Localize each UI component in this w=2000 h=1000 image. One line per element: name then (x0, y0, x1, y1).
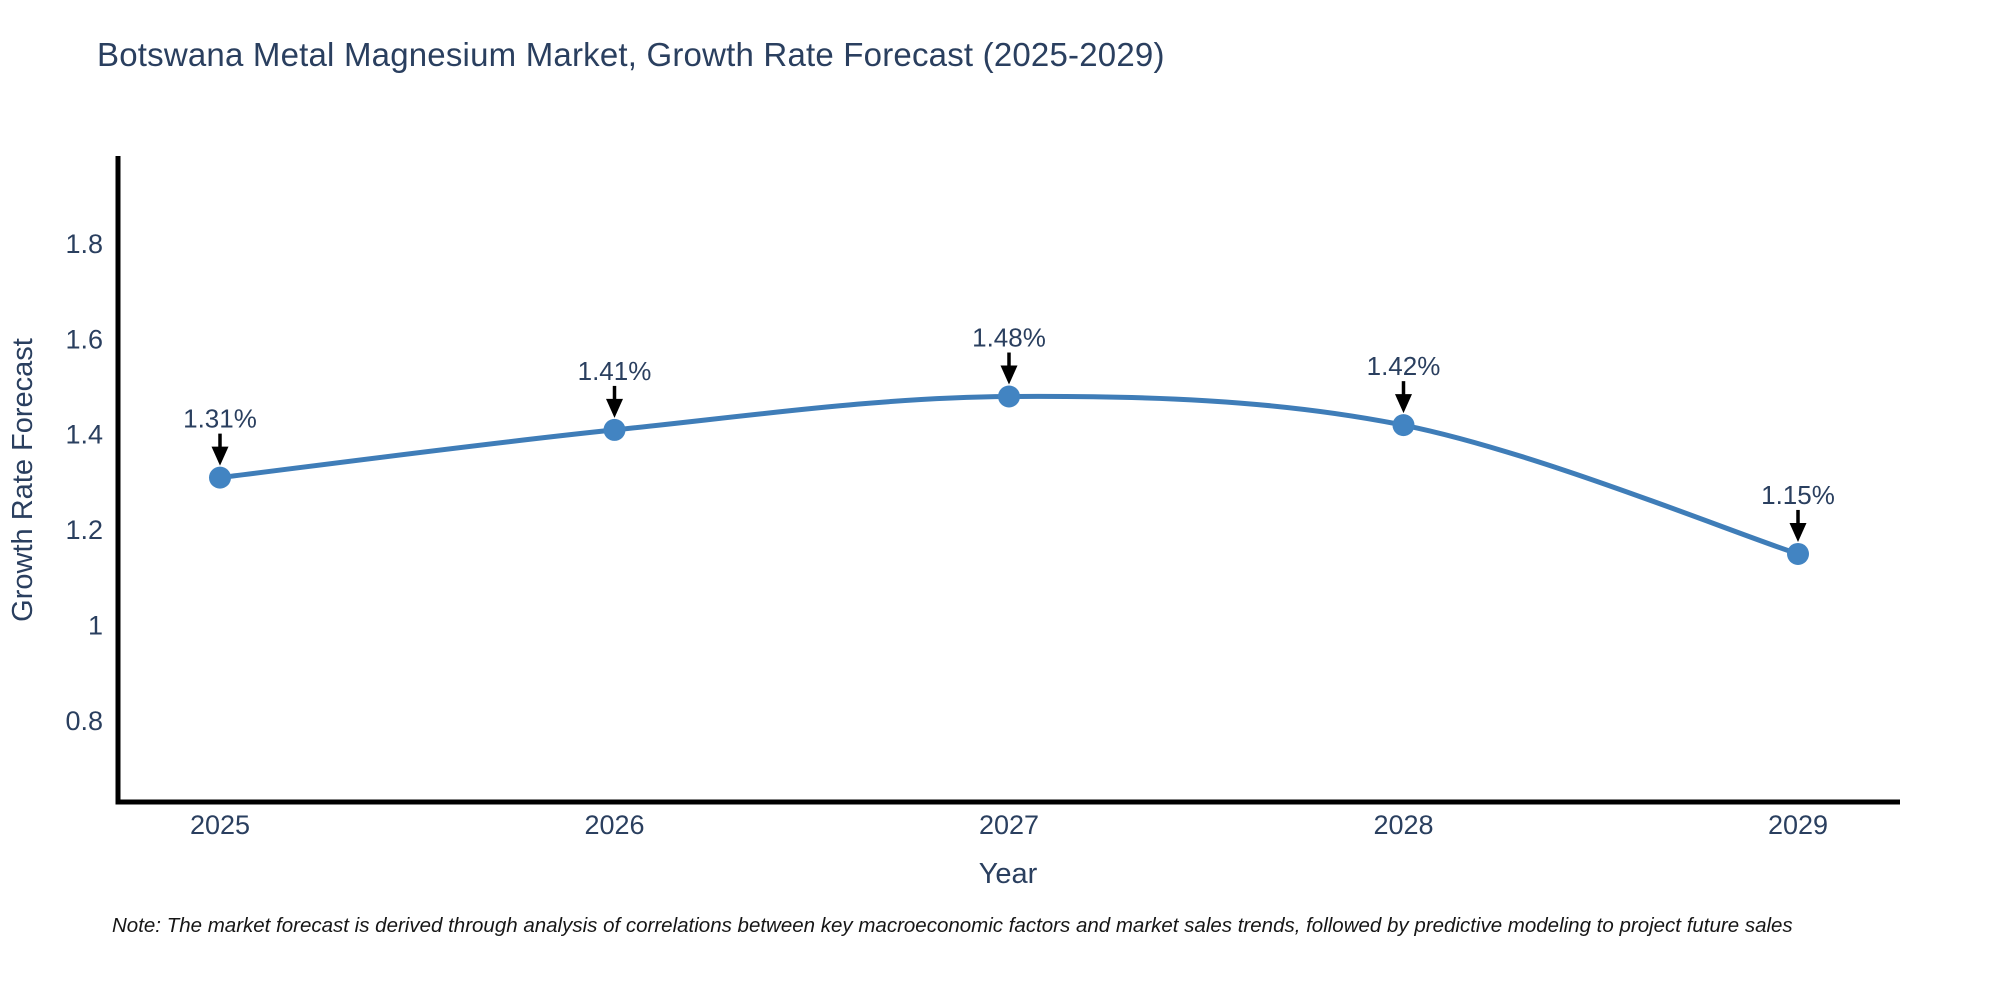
y-tick-label: 1.8 (65, 229, 103, 259)
point-value-label: 1.41% (578, 356, 652, 386)
y-tick-label: 1.2 (65, 515, 103, 545)
point-value-label: 1.31% (183, 404, 257, 434)
x-tick-label: 2026 (584, 810, 644, 840)
data-point-marker (209, 466, 231, 489)
series-line (219, 393, 1799, 557)
x-tick-label: 2025 (190, 810, 250, 840)
y-tick-label: 1.6 (65, 324, 103, 354)
y-tick-label: 1 (88, 610, 103, 640)
x-tick-label: 2029 (1768, 810, 1828, 840)
y-tick-label: 0.8 (65, 706, 103, 736)
data-point-marker (998, 385, 1020, 408)
x-tick-label: 2027 (979, 810, 1039, 840)
annotation-arrow-head (606, 398, 623, 418)
y-axis-title: Growth Rate Forecast (7, 338, 39, 622)
point-value-label: 1.42% (1367, 351, 1441, 381)
annotation-arrow-head (1789, 522, 1807, 542)
data-point-marker (603, 418, 626, 441)
x-tick-label: 2028 (1373, 810, 1433, 840)
point-value-label: 1.48% (972, 323, 1046, 353)
y-tick-label: 1.4 (65, 420, 103, 450)
data-point-marker (1787, 542, 1809, 565)
x-axis-title: Year (978, 858, 1038, 890)
chart-title: Botswana Metal Magnesium Market, Growth … (97, 36, 1165, 73)
annotation-arrow-head (1000, 365, 1018, 385)
point-value-label: 1.15% (1761, 480, 1835, 510)
annotation-arrow-head (1395, 394, 1412, 414)
data-point-marker (1392, 414, 1415, 437)
footnote: Note: The market forecast is derived thr… (112, 914, 1793, 937)
annotation-arrow-head (211, 446, 229, 466)
